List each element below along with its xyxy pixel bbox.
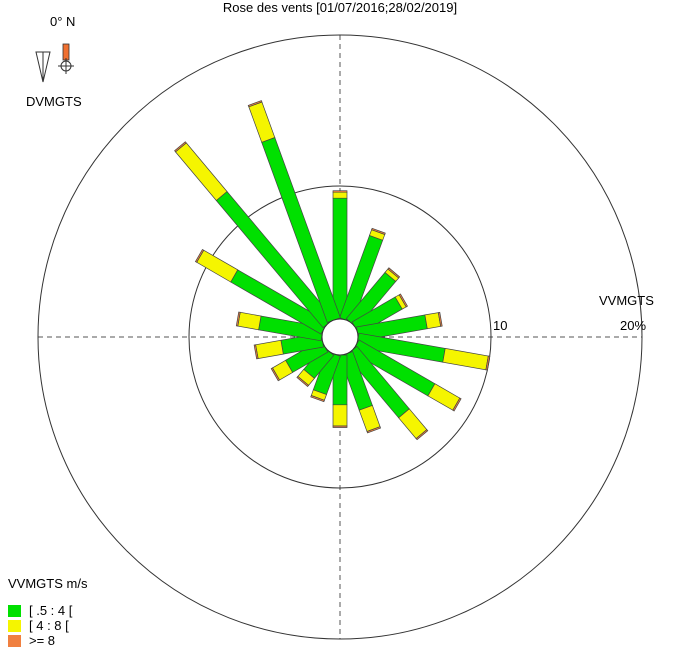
bar-segment-240-class-2 [270,367,280,382]
bar-segment-0-class-0 [332,197,348,320]
ring-label-10: 10 [493,318,508,333]
bar-segment-320-class-1 [175,142,228,201]
north-compass-icon [35,43,74,83]
legend-label: [ .5 : 4 [ [29,603,73,618]
direction-variable-label: DVMGTS [26,94,82,109]
ring-label-outer: 20% [620,318,647,333]
bar-segment-260-class-1 [255,339,284,360]
bar-segment-0-class-2 [332,190,348,193]
calm-circle [321,318,359,356]
chart-title: Rose des vents [01/07/2016;28/02/2019] [222,0,458,15]
bar-segment-200-class-2 [310,395,325,403]
bar-segment-300-class-1 [196,249,239,283]
legend-label: [ 4 : 8 [ [29,618,69,633]
bar-segment-100-class-1 [442,347,489,371]
bar-segment-100-class-2 [485,355,491,371]
bar-segment-140-class-2 [415,429,429,441]
bar-segment-220-class-2 [296,375,310,387]
legend-swatch [8,619,21,632]
legend-swatch [8,634,21,647]
north-label: 0° N [50,14,76,29]
legend-label: >= 8 [29,633,56,648]
bar-segment-60-class-2 [398,293,408,308]
legend-item: [ .5 : 4 [ [8,603,87,618]
bar-segment-40-class-2 [387,267,401,279]
bar-segment-260-class-2 [253,344,259,360]
bar-segment-120-class-2 [452,397,462,412]
grid-ring [188,185,492,489]
bar-segment-160-class-2 [366,426,382,434]
bar-segment-340-class-1 [248,101,276,143]
legend: VVMGTS m/s [ .5 : 4 [ [ 4 : 8 [ >= 8 [8,576,87,648]
legend-item: [ 4 : 8 [ [8,618,87,633]
bar-segment-0-class-1 [332,191,348,199]
bar-segment-80-class-1 [424,312,442,330]
bar-segment-320-class-2 [174,141,187,153]
bar-segment-180-class-2 [332,425,348,428]
legend-item: >= 8 [8,633,87,648]
bar-segment-280-class-2 [235,311,241,327]
speed-variable-label: VVMGTS [599,293,654,308]
grid-ring [37,34,643,640]
bar-segment-340-class-2 [247,100,263,108]
bar-segment-300-class-2 [194,249,205,263]
legend-title: VVMGTS m/s [8,576,88,591]
bar-segment-80-class-2 [437,311,443,327]
bar-segment-180-class-1 [332,404,348,427]
legend-swatch [8,604,21,617]
bar-segment-20-class-2 [371,227,386,235]
bar-segment-280-class-1 [237,311,262,331]
